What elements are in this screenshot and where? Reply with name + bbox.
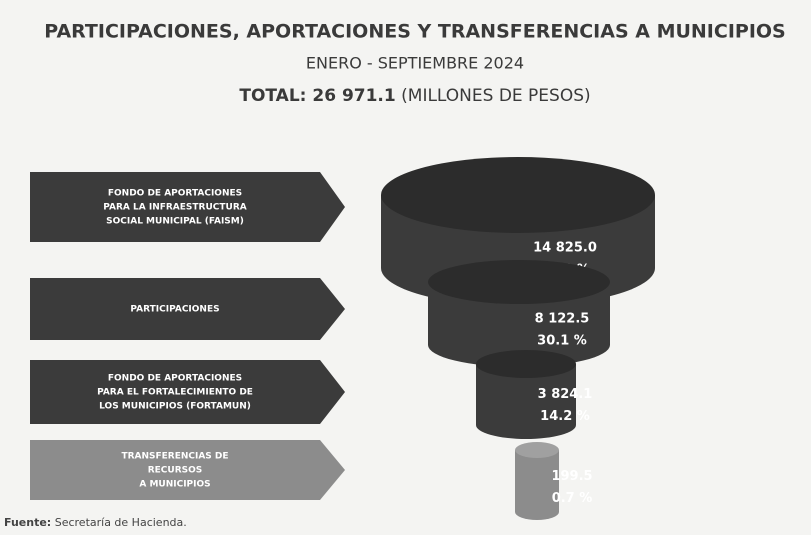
category-label: PARA LA INFRAESTRUCTURA bbox=[103, 203, 247, 213]
chart-subtitle: ENERO - SEPTIEMBRE 2024 bbox=[306, 54, 524, 73]
funnel-layer bbox=[515, 450, 559, 520]
layer-top bbox=[515, 442, 559, 458]
category-arrow bbox=[30, 440, 345, 500]
category-label: PARA EL FORTALECIMIENTO DE bbox=[97, 388, 253, 398]
percentage-label: 30.1 % bbox=[537, 333, 587, 348]
category-arrow bbox=[30, 172, 345, 242]
layer-top bbox=[381, 157, 655, 233]
chart-title: PARTICIPACIONES, APORTACIONES Y TRANSFER… bbox=[44, 21, 785, 43]
value-label: 3 824.1 bbox=[538, 387, 593, 402]
value-label: 8 122.5 bbox=[535, 311, 590, 326]
percentage-label: 14.2 % bbox=[540, 409, 590, 424]
category-label: TRANSFERENCIAS DE bbox=[121, 452, 228, 462]
category-label: FONDO DE APORTACIONES bbox=[108, 374, 242, 384]
category-label: A MUNICIPIOS bbox=[139, 480, 210, 490]
category-label: PARTICIPACIONES bbox=[130, 305, 219, 315]
source: Fuente: Secretaría de Hacienda. bbox=[4, 516, 187, 529]
source-label: Fuente: bbox=[4, 516, 51, 529]
funnel-layer bbox=[476, 364, 576, 439]
category-label: SOCIAL MUNICIPAL (FAISM) bbox=[106, 217, 244, 227]
layer-top bbox=[428, 260, 610, 304]
total-label: TOTAL: 26 971.1 bbox=[239, 86, 395, 106]
funnel-layer bbox=[428, 282, 610, 367]
category-label: FONDO DE APORTACIONES bbox=[108, 189, 242, 199]
value-label: 199.5 bbox=[551, 469, 592, 484]
category-label: LOS MUNICIPIOS (FORTAMUN) bbox=[99, 402, 251, 412]
value-label: 14 825.0 bbox=[533, 241, 597, 256]
source-text: Secretaría de Hacienda. bbox=[55, 516, 187, 529]
category-arrow bbox=[30, 360, 345, 424]
total: TOTAL: 26 971.1 (MILLONES DE PESOS) bbox=[239, 86, 590, 106]
layer-top bbox=[476, 350, 576, 378]
category-arrow bbox=[30, 278, 345, 340]
percentage-label: 0.7 % bbox=[552, 491, 593, 506]
total-units: (MILLONES DE PESOS) bbox=[401, 86, 591, 106]
category-label: RECURSOS bbox=[148, 466, 203, 476]
